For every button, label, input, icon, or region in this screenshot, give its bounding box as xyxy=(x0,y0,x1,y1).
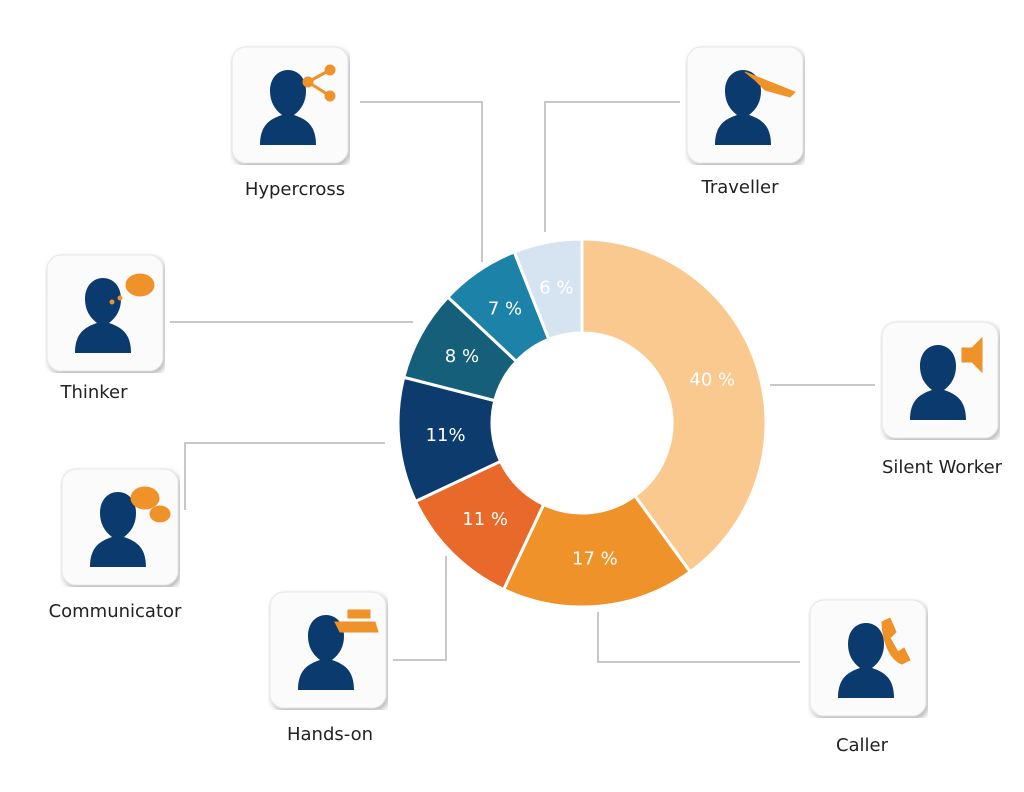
value-label: 11 % xyxy=(462,509,508,530)
value-label: 8 % xyxy=(445,346,479,367)
donut-segment xyxy=(512,237,584,342)
donut-segment xyxy=(580,237,768,574)
value-label: 6 % xyxy=(539,277,573,298)
value-label: 40 % xyxy=(689,370,735,391)
connectors xyxy=(170,101,875,663)
icon-cards xyxy=(47,47,998,716)
category-label: Hypercross xyxy=(245,179,345,200)
category-label: Hands-on xyxy=(287,724,373,745)
value-label: 17 % xyxy=(572,548,618,569)
value-label: 11% xyxy=(426,425,466,446)
category-label: Thinker xyxy=(59,382,128,403)
category-label: Caller xyxy=(836,735,889,756)
category-labels: Silent Worker Caller Hands-on Communicat… xyxy=(49,177,1003,756)
value-label: 7 % xyxy=(488,299,522,320)
category-label: Traveller xyxy=(701,177,780,198)
donut-segment xyxy=(501,493,693,609)
category-label: Silent Worker xyxy=(882,457,1003,478)
category-label: Communicator xyxy=(49,601,182,622)
